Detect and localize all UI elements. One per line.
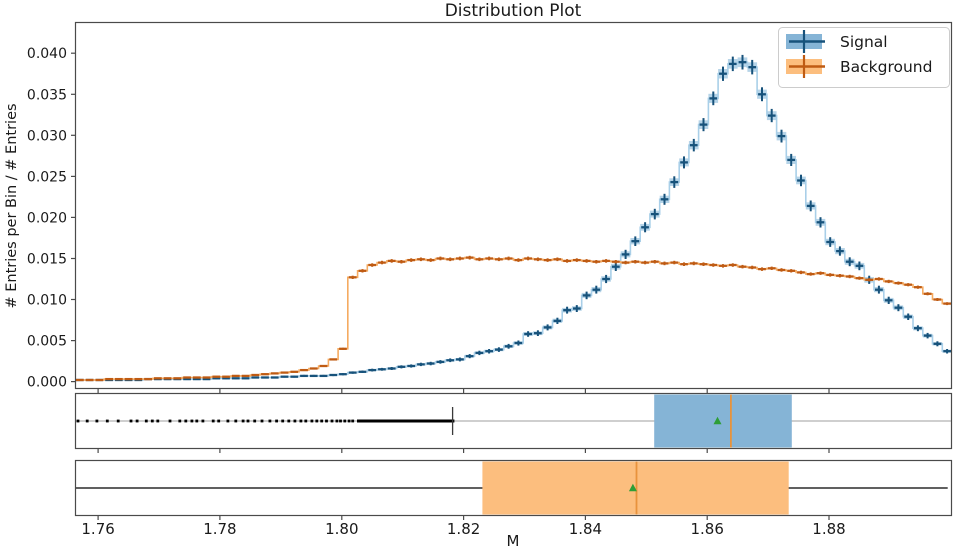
y-tick-label: 0.040 [27,46,67,62]
panel-border [74,392,953,450]
flier-point [347,419,351,423]
flier-point [178,419,182,423]
flier-point [325,419,328,423]
flier-point [217,419,221,423]
flier-point [253,419,257,423]
flier-point [260,419,264,423]
mean-marker [713,416,722,425]
flier-point [150,419,154,423]
flier-point [268,419,272,423]
x-tick-label: 1.82 [447,520,480,538]
x-tick-label: 1.78 [203,520,236,538]
flier-point [315,419,319,423]
legend: Signal Background [778,27,950,88]
y-tick-label: 0.030 [27,128,67,144]
flier-point [195,419,199,423]
flier-point [287,419,291,423]
flier-point [85,419,89,423]
flier-point [116,419,120,423]
flier-point [226,419,230,423]
signal-histogram-series [75,54,952,382]
x-tick-label: 1.76 [81,520,114,538]
flier-point [135,419,139,423]
flier-point [281,419,285,423]
flier-point [201,419,205,423]
x-tick-label: 1.84 [569,520,602,538]
flier-point [351,419,355,423]
flier-point [234,419,238,423]
background-step-line [75,256,952,381]
flier-point [211,419,215,423]
flier-point [95,419,99,423]
y-tick-label: 0.015 [27,252,67,268]
panel-border [74,21,953,390]
legend-label-background: Background [840,58,932,76]
x-tick-label: 1.88 [812,520,845,538]
x-tick-label: 1.86 [690,520,723,538]
axes-and-ticks: 1.76 1.78 1.80 1.82 1.84 1.86 1.88 0.000 0.005 0.… [27,21,953,538]
flier-point [330,419,334,423]
flier-point [310,419,314,423]
flier-point [320,419,324,423]
y-axis-label: # Entries per Bin / # Entries [4,103,20,308]
background-histogram-series [75,255,952,382]
flier-point [299,419,303,423]
flier-point [275,419,278,423]
flier-point [304,419,308,423]
y-tick-label: 0.010 [27,293,67,309]
flier-point [343,419,347,423]
iqr-box [482,461,789,515]
y-tick-label: 0.005 [27,334,67,350]
flier-point [246,419,250,423]
flier-point [241,419,245,423]
flier-point [105,419,109,423]
flier-point [293,419,297,423]
panel-border [74,459,953,517]
y-tick-label: 0.020 [27,210,67,226]
flier-point [129,419,133,423]
y-tick-label: 0.000 [27,375,67,391]
flier-point [335,419,339,423]
flier-point [168,419,172,423]
legend-label-signal: Signal [840,33,888,51]
background-boxplot [76,461,948,515]
flier-point [184,419,188,423]
y-tick-label: 0.025 [27,169,67,185]
chart-title: Distribution Plot [445,1,582,21]
x-axis-label: M [507,532,520,549]
flier-point [339,419,342,423]
x-tick-label: 1.80 [325,520,358,538]
flier-point [190,419,194,423]
flier-point [76,419,80,423]
mean-marker [628,483,637,492]
iqr-box [654,394,792,448]
legend-swatches [778,27,950,88]
signal-boxplot [76,394,951,448]
flier-point [144,419,148,423]
flier-point [156,419,160,423]
y-tick-label: 0.035 [27,87,67,103]
